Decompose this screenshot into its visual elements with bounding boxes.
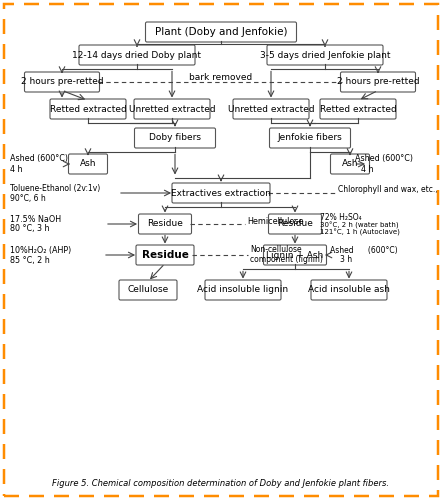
FancyBboxPatch shape xyxy=(134,128,216,148)
Text: Hemicellulose: Hemicellulose xyxy=(247,216,304,226)
Text: Residue: Residue xyxy=(277,220,313,228)
Text: 4 h: 4 h xyxy=(10,164,23,173)
Text: 85 °C, 2 h: 85 °C, 2 h xyxy=(10,256,50,264)
FancyBboxPatch shape xyxy=(263,245,327,265)
Text: Unretted extracted: Unretted extracted xyxy=(228,104,314,114)
FancyBboxPatch shape xyxy=(340,72,415,92)
Text: Acid insoluble lignin: Acid insoluble lignin xyxy=(198,286,289,294)
Text: 90°C, 6 h: 90°C, 6 h xyxy=(10,194,46,202)
Text: 17.5% NaOH: 17.5% NaOH xyxy=(10,214,61,224)
FancyBboxPatch shape xyxy=(311,280,387,300)
Text: Acid insoluble ash: Acid insoluble ash xyxy=(308,286,390,294)
Text: 12-14 days dried Doby plant: 12-14 days dried Doby plant xyxy=(72,50,202,59)
Text: Ashed (600°C): Ashed (600°C) xyxy=(10,154,68,164)
FancyBboxPatch shape xyxy=(136,245,194,265)
FancyBboxPatch shape xyxy=(268,214,321,234)
Text: Figure 5. Chemical composition determination of Doby and Jenfokie plant fibers.: Figure 5. Chemical composition determina… xyxy=(53,479,389,488)
FancyBboxPatch shape xyxy=(205,280,281,300)
Text: Toluene-Ethanol (2v:1v): Toluene-Ethanol (2v:1v) xyxy=(10,184,100,192)
Text: Retted extracted: Retted extracted xyxy=(50,104,126,114)
FancyBboxPatch shape xyxy=(267,45,383,65)
FancyBboxPatch shape xyxy=(145,22,297,42)
Text: Residue: Residue xyxy=(147,220,183,228)
Text: Residue: Residue xyxy=(141,250,188,260)
Text: 121°C, 1 h (Autoclave): 121°C, 1 h (Autoclave) xyxy=(320,228,400,235)
Text: Unretted extracted: Unretted extracted xyxy=(129,104,215,114)
Text: Extractives extraction: Extractives extraction xyxy=(171,188,271,198)
FancyBboxPatch shape xyxy=(331,154,370,174)
FancyBboxPatch shape xyxy=(69,154,107,174)
Text: 80 °C, 3 h: 80 °C, 3 h xyxy=(10,224,50,234)
FancyBboxPatch shape xyxy=(233,99,309,119)
Text: Jenfokie fibers: Jenfokie fibers xyxy=(278,134,343,142)
FancyBboxPatch shape xyxy=(138,214,191,234)
Text: Doby fibers: Doby fibers xyxy=(149,134,201,142)
FancyBboxPatch shape xyxy=(24,72,99,92)
FancyBboxPatch shape xyxy=(134,99,210,119)
Text: Lignin + Ash: Lignin + Ash xyxy=(267,250,324,260)
FancyBboxPatch shape xyxy=(320,99,396,119)
Text: Ash: Ash xyxy=(342,160,358,168)
Text: component (lignin): component (lignin) xyxy=(250,256,323,264)
Text: 3-5 days dried Jenfokie plant: 3-5 days dried Jenfokie plant xyxy=(260,50,390,59)
Text: 3 h: 3 h xyxy=(340,256,352,264)
Text: 30°C, 2 h (water bath): 30°C, 2 h (water bath) xyxy=(320,222,399,228)
Text: Cellulose: Cellulose xyxy=(127,286,169,294)
Text: 2 hours pre-retted: 2 hours pre-retted xyxy=(21,78,103,86)
Text: 2 hours pre-retted: 2 hours pre-retted xyxy=(337,78,419,86)
FancyBboxPatch shape xyxy=(119,280,177,300)
Text: bark removed: bark removed xyxy=(189,72,253,82)
Text: Retted extracted: Retted extracted xyxy=(320,104,396,114)
Text: Ashed      (600°C): Ashed (600°C) xyxy=(330,246,398,254)
FancyBboxPatch shape xyxy=(79,45,195,65)
Text: 4 h: 4 h xyxy=(361,164,373,173)
FancyBboxPatch shape xyxy=(50,99,126,119)
Text: Ash: Ash xyxy=(80,160,96,168)
FancyBboxPatch shape xyxy=(270,128,351,148)
FancyBboxPatch shape xyxy=(172,183,270,203)
Text: 72% H₂SO₄: 72% H₂SO₄ xyxy=(320,214,362,222)
Text: 10%H₂O₂ (AHP): 10%H₂O₂ (AHP) xyxy=(10,246,71,254)
Text: Chlorophyll and wax, etc.,: Chlorophyll and wax, etc., xyxy=(338,184,438,194)
Text: Non-cellulose: Non-cellulose xyxy=(250,246,301,254)
Text: Ashed (600°C): Ashed (600°C) xyxy=(355,154,413,164)
Text: Plant (Doby and Jenfokie): Plant (Doby and Jenfokie) xyxy=(155,27,287,37)
